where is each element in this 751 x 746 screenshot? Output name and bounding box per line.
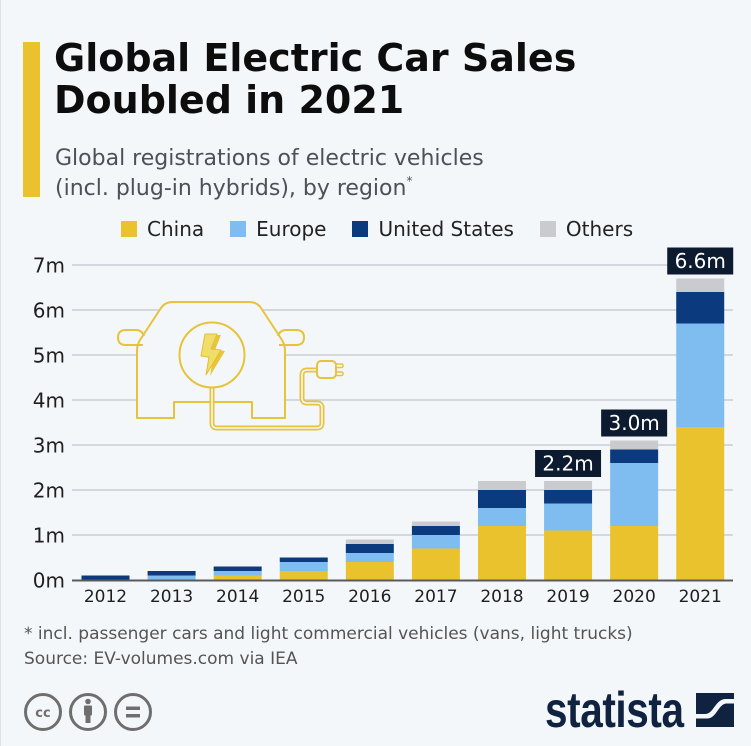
bar-segment-united-states-2021: [676, 292, 725, 324]
title-line-2: Doubled in 2021: [54, 78, 405, 122]
title-accent-bar: [23, 42, 40, 197]
plug-prong-top: [335, 363, 344, 369]
legend-swatch-europe: [230, 221, 247, 237]
legend-item-united-states: United States: [352, 217, 514, 241]
frame-edge: [0, 0, 1, 746]
chart-subtitle: Global registrations of electric vehicle…: [55, 144, 484, 204]
bar-segment-europe-2021: [676, 323, 725, 427]
bar-segment-china-2019: [544, 530, 593, 580]
x-tick-label: 2017: [414, 587, 457, 607]
bar-segment-others-2017: [411, 521, 460, 526]
legend-label-china: China: [147, 217, 205, 241]
x-tick-label: 2013: [150, 587, 193, 607]
bar-segment-united-states-2014: [213, 566, 262, 571]
source-text: Source: EV-volumes.com via IEA: [24, 649, 298, 669]
bar-segment-united-states-2018: [477, 490, 526, 508]
bar-segment-united-states-2015: [279, 557, 328, 562]
bar-segment-others-2020: [610, 440, 659, 450]
bar-segment-united-states-2019: [544, 490, 593, 504]
car-mirror-right: [277, 329, 306, 346]
bar-segment-others-2019: [544, 481, 593, 490]
subtitle-line-2: (incl. plug-in hybrids), by region*: [55, 174, 484, 204]
attribution-icon: [69, 693, 107, 731]
subtitle-line-1: Global registrations of electric vehicle…: [55, 146, 484, 171]
bar-segment-others-2018: [477, 481, 526, 490]
x-tick-label: 2015: [282, 587, 325, 607]
bar-segment-europe-2019: [544, 503, 593, 531]
bar-segment-others-2016: [345, 539, 394, 544]
bar-segment-china-2016: [345, 562, 394, 580]
car-mirror-left: [116, 329, 145, 346]
chart-notes: * incl. passenger cars and light commerc…: [24, 622, 633, 672]
x-tick-label: 2018: [480, 587, 523, 607]
bar-segment-china-2014: [213, 575, 262, 580]
page-title: Global Electric Car Sales Doubled in 202…: [54, 37, 576, 121]
bar-segment-united-states-2016: [345, 544, 394, 553]
legend-item-europe: Europe: [230, 217, 326, 241]
legend-item-china: China: [121, 217, 204, 241]
bar-segment-united-states-2012: [81, 575, 130, 580]
legend-swatch-china: [121, 221, 137, 237]
footnote-mark: *: [406, 174, 413, 188]
y-tick-label: 7m: [33, 254, 65, 278]
chart-legend: China Europe United States Others: [121, 217, 633, 241]
plug-prong-bottom: [335, 371, 344, 377]
footnote-text: * incl. passenger cars and light commerc…: [24, 624, 633, 644]
bar-segment-europe-2014: [213, 571, 262, 576]
bar-segment-china-2017: [411, 548, 460, 580]
bar-segment-europe-2020: [610, 463, 659, 526]
bar-segment-china-2020: [610, 526, 659, 580]
subtitle-line-2-text: (incl. plug-in hybrids), by region: [55, 176, 407, 201]
no-derivatives-icon: [114, 693, 152, 731]
bar-segment-europe-2015: [279, 562, 328, 571]
value-label-box-2021: [667, 247, 734, 275]
legend-swatch-united-states: [352, 221, 369, 237]
y-tick-label: 6m: [33, 299, 65, 323]
statista-logo-icon: [696, 693, 734, 727]
value-label-2021: 6.6m: [675, 249, 726, 273]
title-line-1: Global Electric Car Sales: [54, 36, 577, 80]
charging-cord-inner: [211, 369, 323, 429]
bar-segment-europe-2013: [147, 575, 196, 580]
value-label-box-2020: [601, 409, 668, 437]
x-tick-label: 2012: [84, 587, 127, 607]
bar-segment-europe-2018: [477, 508, 526, 526]
legend-swatch-others: [539, 221, 556, 237]
bar-segment-china-2021: [676, 427, 725, 580]
x-tick-label: 2014: [216, 587, 259, 607]
electric-car-icon: [116, 301, 344, 431]
cc-label: cc: [35, 706, 50, 721]
x-tick-label: 2020: [613, 587, 656, 607]
x-tick-label: 2016: [348, 587, 391, 607]
bar-segment-united-states-2017: [411, 526, 460, 535]
bar-segment-united-states-2020: [610, 449, 659, 463]
bar-segment-europe-2016: [345, 553, 394, 562]
legend-label-others: Others: [565, 217, 634, 241]
statista-wordmark: statista: [545, 682, 684, 738]
y-tick-label: 1m: [33, 524, 65, 548]
bar-segment-others-2021: [676, 278, 725, 292]
value-label-2020: 3.0m: [608, 411, 659, 435]
legend-label-united-states: United States: [378, 217, 514, 241]
bar-segment-china-2018: [477, 526, 526, 580]
y-tick-label: 3m: [33, 434, 65, 458]
bar-segment-united-states-2013: [147, 571, 196, 576]
bar-segment-europe-2017: [411, 535, 460, 549]
license-icons: cc: [24, 693, 152, 731]
x-tick-label: 2021: [679, 587, 722, 607]
y-tick-label: 5m: [33, 344, 65, 368]
value-label-2019: 2.2m: [542, 452, 593, 476]
legend-item-others: Others: [539, 217, 634, 241]
lightning-bolt-icon: [200, 333, 222, 376]
plug-icon: [316, 360, 337, 379]
y-tick-label: 4m: [33, 389, 65, 413]
x-tick-label: 2019: [546, 587, 589, 607]
value-label-box-2019: [535, 450, 602, 477]
y-tick-label: 0m: [33, 569, 65, 593]
bar-segment-china-2015: [279, 571, 328, 580]
legend-label-europe: Europe: [256, 217, 327, 241]
creative-commons-icon: cc: [24, 693, 62, 731]
y-tick-label: 2m: [33, 479, 65, 503]
